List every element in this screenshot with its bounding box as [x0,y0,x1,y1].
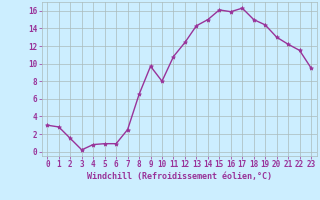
X-axis label: Windchill (Refroidissement éolien,°C): Windchill (Refroidissement éolien,°C) [87,172,272,181]
